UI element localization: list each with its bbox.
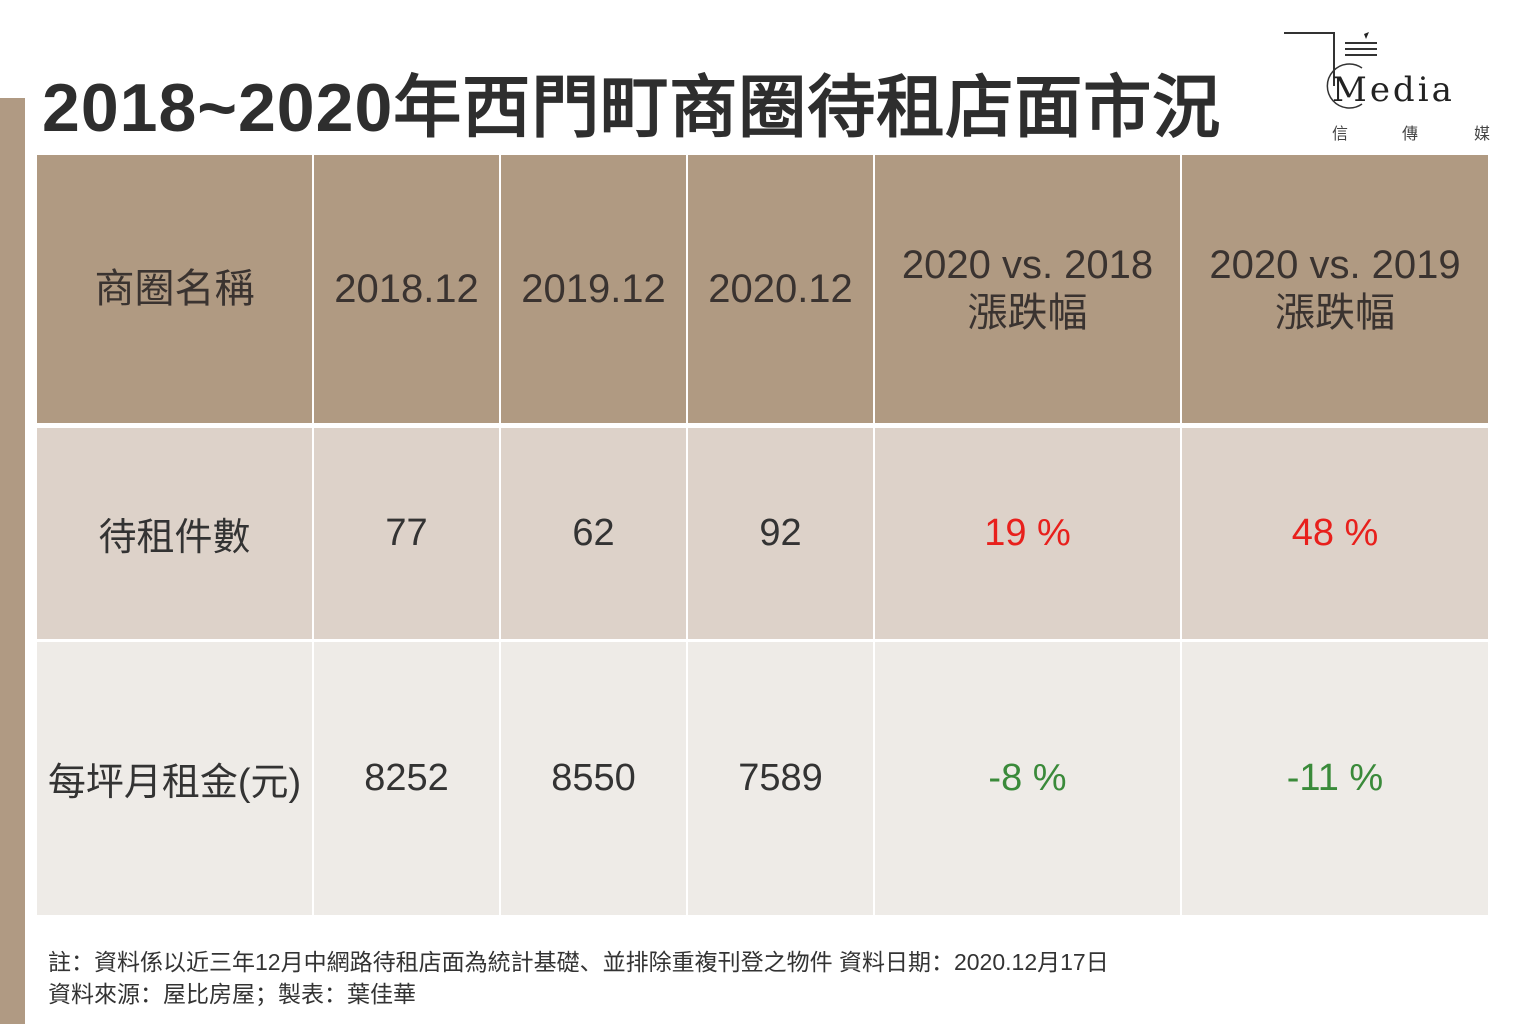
source-note: 資料來源：屋比房屋；製表：葉佳華 [48, 981, 416, 1007]
logo-sub-char: 信 [1332, 126, 1349, 143]
footnotes: 註：資料係以近三年12月中網路待租店面為統計基礎、並排除重複刊登之物件 資料日期… [48, 946, 1109, 1010]
logo-sub-char: 媒 [1474, 126, 1491, 143]
table-row: 每坪月租金(元) 8252 8550 7589 -8 % -11 % [37, 638, 1488, 915]
table-cell: 7589 [687, 638, 875, 915]
header-cell: 商圈名稱 [37, 155, 314, 425]
header-cell: 2019.12 [500, 155, 688, 425]
row-label: 待租件數 [37, 422, 314, 640]
page-title: 2018~2020年西門町商圈待租店面市況 [42, 70, 1222, 146]
change-cell: -8 % [874, 638, 1182, 915]
header-cell: 2020.12 [687, 155, 875, 425]
rental-table: 商圈名稱 2018.12 2019.12 2020.12 2020 vs. 20… [37, 155, 1488, 915]
table-cell: 62 [500, 422, 688, 640]
header-cell: 2020 vs. 2019 漲跌幅 [1181, 155, 1488, 425]
change-cell: 19 % [874, 422, 1182, 640]
header-line: 2020 vs. 2018 [901, 242, 1154, 287]
table-cell: 8550 [500, 638, 688, 915]
row-label: 每坪月租金(元) [37, 638, 314, 915]
logo-word: Media [1332, 70, 1455, 110]
header-line: 2020 vs. 2019 [1209, 242, 1461, 287]
change-cell: -11 % [1181, 638, 1488, 915]
logo-sub-char: 傳 [1402, 126, 1419, 143]
table-cell: 8252 [313, 638, 501, 915]
header-line: 漲跌幅 [1275, 290, 1395, 335]
table-row: 待租件數 77 62 92 19 % 48 % [37, 422, 1488, 640]
change-cell: 48 % [1181, 422, 1488, 640]
logo-mark-icon [1284, 32, 1377, 109]
header-cell: 2020 vs. 2018 漲跌幅 [874, 155, 1182, 425]
table-cell: 92 [687, 422, 875, 640]
left-accent-bar [0, 98, 25, 1024]
footnote: 註：資料係以近三年12月中網路待租店面為統計基礎、並排除重複刊登之物件 資料日期… [48, 949, 1109, 975]
header-cell: 2018.12 [313, 155, 501, 425]
table-cell: 77 [313, 422, 501, 640]
logo: Media 信 傳 媒 [1280, 28, 1500, 148]
table-header-row: 商圈名稱 2018.12 2019.12 2020.12 2020 vs. 20… [37, 155, 1488, 425]
header-line: 漲跌幅 [967, 290, 1088, 335]
